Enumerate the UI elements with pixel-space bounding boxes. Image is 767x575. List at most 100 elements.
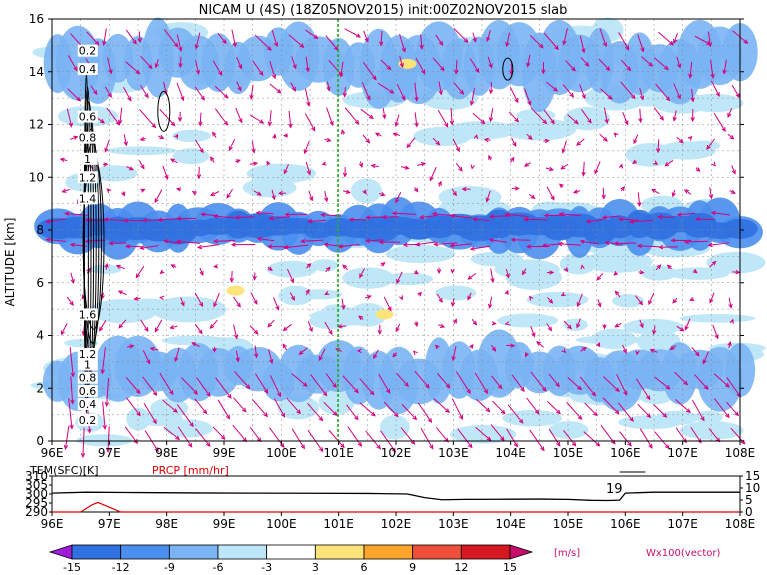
wind-vector [392, 132, 400, 137]
svg-text:0.6: 0.6 [79, 385, 97, 398]
wind-vector [449, 243, 472, 248]
wind-vector [191, 342, 200, 348]
wind-vector [490, 268, 495, 284]
wind-vector [126, 344, 135, 349]
wind-vector [454, 59, 459, 75]
positive-patch [375, 309, 394, 320]
shade-blob [172, 148, 210, 165]
wind-vector [472, 112, 486, 125]
wind-vector [117, 290, 127, 296]
shade-blob [76, 434, 133, 447]
wind-vector [176, 216, 197, 221]
shade-blob [575, 335, 647, 345]
wind-vector [602, 324, 607, 330]
wind-vector [217, 33, 227, 45]
wind-vector [340, 129, 346, 135]
wind-vector [722, 59, 727, 75]
wind-vector [639, 87, 645, 101]
contour-label: 0.6 [77, 110, 98, 124]
shade-blob [687, 140, 721, 151]
colorbar-cell [412, 544, 462, 560]
sub-right-tick-label: 10 [745, 481, 760, 495]
wind-vector [561, 140, 567, 154]
wind-vector [342, 189, 351, 194]
wind-vectors [45, 28, 749, 458]
contour-label: 0.4 [77, 63, 98, 76]
contour-label: 1.2 [77, 171, 98, 184]
sub-x-tick-label: 106E [610, 517, 641, 531]
wind-vector [622, 111, 629, 126]
svg-text:1: 1 [84, 359, 91, 372]
wind-vector [614, 322, 622, 328]
wind-vector [599, 133, 608, 142]
wind-vector [212, 426, 226, 440]
wind-vector [658, 244, 678, 250]
contour-label: 0.2 [77, 44, 98, 58]
wind-vector [567, 114, 579, 125]
wind-vector [359, 378, 375, 396]
wind-vector [133, 296, 141, 301]
wind-vector [215, 377, 232, 399]
wind-vector [170, 264, 177, 269]
wind-vector [45, 237, 66, 242]
wind-vector [229, 270, 234, 283]
shade-blob [342, 267, 395, 289]
wind-vector [142, 376, 158, 397]
wind-vector [251, 398, 268, 418]
wind-vector [488, 108, 494, 123]
wind-vector [324, 321, 333, 335]
wind-vector [121, 191, 126, 197]
wind-vector [455, 371, 471, 395]
wind-vector [619, 431, 632, 447]
wind-vector [469, 343, 474, 349]
wind-vector [396, 84, 406, 101]
wind-vector [596, 342, 601, 348]
wind-vector [452, 138, 460, 153]
y-tick-label: 14 [29, 65, 44, 79]
wind-vector [282, 343, 288, 351]
wind-vector [251, 140, 256, 154]
wind-vector [635, 295, 644, 306]
wind-vector [522, 268, 527, 276]
wind-vector [250, 292, 258, 305]
wind-vector [664, 160, 674, 167]
wind-vector [419, 34, 424, 50]
wind-vector [470, 164, 475, 170]
wind-vector [399, 33, 406, 53]
wind-vector [581, 109, 592, 124]
wind-vector [674, 371, 689, 386]
wind-vector [86, 31, 100, 46]
svg-text:0.2: 0.2 [79, 414, 97, 427]
x-tick-label: 101E [323, 446, 354, 460]
wind-vector [727, 108, 733, 118]
x-tick-label: 105E [553, 446, 584, 460]
wind-vector [288, 34, 305, 48]
wind-vector [504, 289, 509, 295]
wind-vector [621, 59, 632, 72]
x-tick-label: 97E [98, 446, 121, 460]
wind-vector [638, 269, 645, 275]
wind-vector [485, 190, 491, 203]
wind-vector [304, 88, 311, 107]
wind-vector [632, 159, 638, 165]
shade-blob [694, 410, 723, 424]
wind-vector [641, 56, 654, 67]
wind-vector [563, 430, 577, 447]
wind-vector [177, 426, 193, 448]
wind-vector [226, 188, 234, 199]
wind-vector [339, 61, 344, 78]
wind-vector [635, 378, 651, 401]
wind-vector [99, 320, 107, 332]
wind-vector [504, 212, 530, 218]
wind-vector [269, 375, 281, 398]
wind-vector [511, 186, 520, 191]
wind-vector [654, 376, 671, 390]
wind-vector [272, 133, 277, 139]
wind-vector [235, 159, 241, 164]
wind-vector [526, 133, 533, 140]
wind-vector [139, 245, 159, 251]
wind-vector [269, 83, 282, 94]
wind-vector [543, 32, 559, 51]
wind-vector [140, 85, 149, 99]
wind-vector [286, 397, 302, 415]
